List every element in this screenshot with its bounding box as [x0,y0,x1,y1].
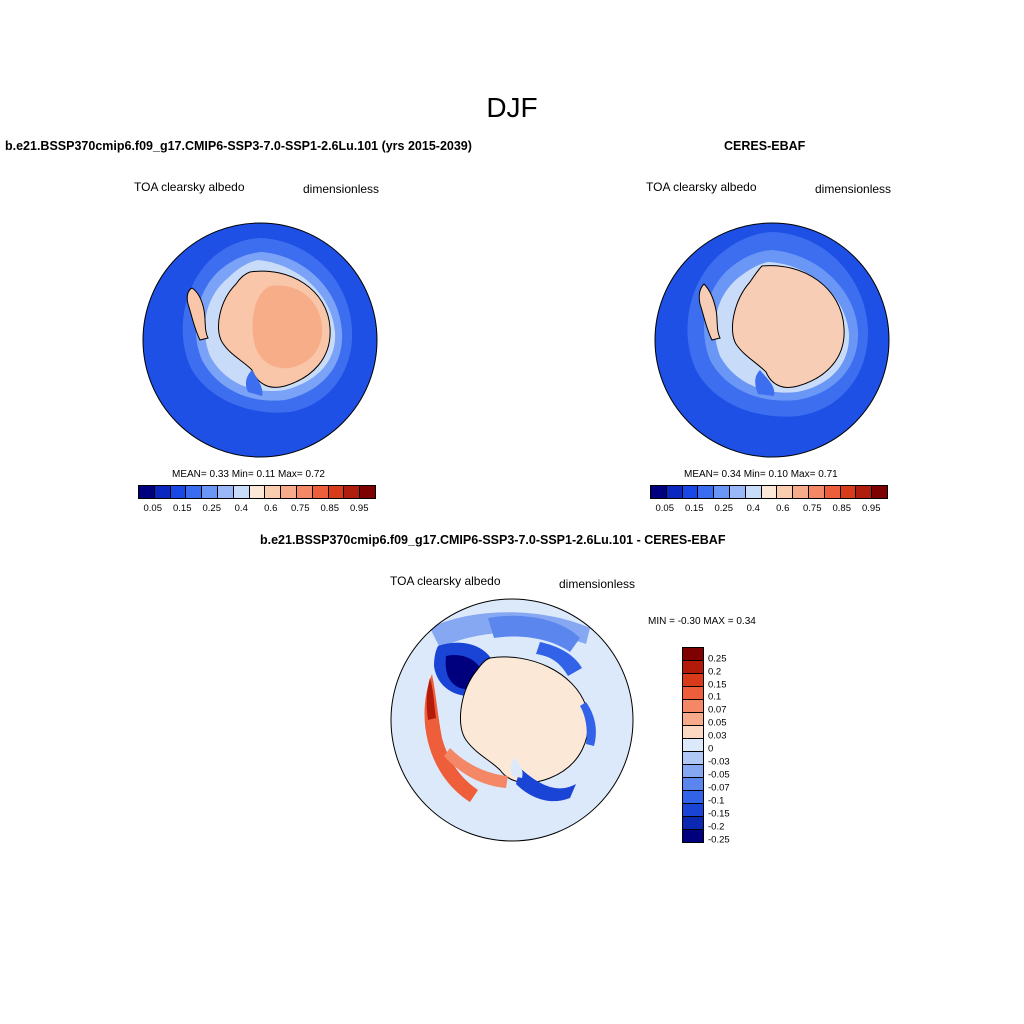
obs-polar-map [654,222,890,458]
diff-colorbar-tick-label: 0.05 [708,717,727,729]
obs-colorbar-swatch [872,486,887,498]
model-colorbar-tick-label: 0.75 [291,503,310,514]
model-colorbar-swatch [186,486,203,498]
diff-colorbar-swatch [683,661,703,674]
diff-polar-map [390,598,634,842]
model-polar-map [142,222,378,458]
diff-colorbar-swatch [683,648,703,661]
obs-colorbar-swatch [840,486,857,498]
diff-colorbar-swatch [683,765,703,778]
model-colorbar-swatch [170,486,187,498]
obs-units-label: dimensionless [815,182,892,196]
diff-colorbar-swatch [683,830,703,842]
diff-colorbar-tick-label: 0.03 [708,730,727,742]
diff-colorbar-swatch [683,700,703,713]
model-colorbar-swatch [217,486,234,498]
obs-colorbar-swatch [651,486,667,498]
obs-colorbar-swatch [793,486,809,498]
obs-colorbar-swatch [777,486,794,498]
obs-colorbar-swatch [698,486,715,498]
obs-colorbar-swatch [761,486,778,498]
diff-colorbar-tick-label: -0.03 [708,756,730,768]
obs-colorbar-swatch [808,486,825,498]
model-colorbar-tick-label: 0.15 [173,503,192,514]
diff-colorbar-tick-label: -0.07 [708,782,730,794]
diff-colorbar-swatch [683,804,703,817]
diff-colorbar-labels: 0.25 0.2 0.15 0.1 0.07 0.05 0.03 0 -0.03 -0.05 -0.… [708,647,748,845]
diff-colorbar-swatch [683,674,703,687]
diff-units-label: dimensionless [559,577,636,591]
diff-colorbar [682,647,704,843]
model-colorbar-tick-label: 0.95 [350,503,369,514]
diff-colorbar-swatch [683,817,703,830]
model-colorbar-swatch [360,486,375,498]
model-colorbar-tick-label: 0.4 [234,503,248,514]
model-colorbar-swatch [296,486,313,498]
obs-colorbar-swatch [729,486,746,498]
model-colorbar-swatch [154,486,171,498]
model-colorbar-swatch [139,486,155,498]
diff-colorbar-swatch [683,713,703,726]
diff-colorbar-tick-label: 0 [708,743,714,755]
model-units-label: dimensionless [303,182,380,196]
model-colorbar-swatch [249,486,266,498]
obs-colorbar-tick-label: 0.85 [832,503,852,514]
obs-colorbar-tick-label: 0.25 [714,503,734,514]
diff-colorbar-tick-label: 0.1 [708,691,722,703]
obs-colorbar-swatch [745,486,762,498]
model-colorbar-swatch [312,486,329,498]
obs-colorbar-tick-label: 0.05 [655,503,675,514]
model-stats: MEAN= 0.33 Min= 0.11 Max= 0.72 [172,469,325,480]
obs-colorbar-swatch [682,486,699,498]
obs-colorbar-tick-label: 0.4 [746,503,760,514]
model-colorbar-tick-label: 0.85 [320,503,340,514]
obs-colorbar-tick-label: 0.95 [862,503,881,514]
diff-stats: MIN = -0.30 MAX = 0.34 [648,616,756,627]
model-colorbar [138,485,376,499]
obs-colorbar-tick-label: 0.15 [685,503,704,514]
diff-colorbar-swatch [683,739,703,752]
obs-stats: MEAN= 0.34 Min= 0.10 Max= 0.71 [684,469,838,480]
diff-colorbar-swatch [683,687,703,700]
model-colorbar-swatch [265,486,282,498]
obs-colorbar-tick-label: 0.75 [803,503,822,514]
obs-panel-title: CERES-EBAF [724,139,806,153]
diff-colorbar-swatch [683,726,703,739]
obs-colorbar-swatch [824,486,841,498]
model-colorbar-tick-label: 0.25 [202,503,222,514]
model-colorbar-swatch [202,486,218,498]
diff-variable-label: TOA clearsky albedo [390,574,501,588]
model-colorbar-labels: 0.05 0.15 0.25 0.4 0.6 0.75 0.85 0.95 [138,503,374,517]
diff-colorbar-tick-label: -0.05 [708,769,730,781]
model-variable-label: TOA clearsky albedo [134,180,245,194]
model-colorbar-tick-label: 0.6 [264,503,278,514]
diff-colorbar-swatch [683,791,703,804]
obs-colorbar-swatch [666,486,683,498]
diff-panel-title: b.e21.BSSP370cmip6.f09_g17.CMIP6-SSP3-7.… [260,533,726,547]
diff-colorbar-tick-label: 0.15 [708,679,727,690]
obs-colorbar-tick-label: 0.6 [776,503,790,514]
diff-colorbar-tick-label: -0.2 [708,821,725,833]
model-colorbar-tick-label: 0.05 [143,503,163,514]
obs-variable-label: TOA clearsky albedo [646,180,757,194]
obs-colorbar-swatch [714,486,730,498]
diff-colorbar-tick-label: 0.25 [708,653,727,665]
obs-colorbar-swatch [856,486,873,498]
model-colorbar-swatch [344,486,361,498]
model-panel-title: b.e21.BSSP370cmip6.f09_g17.CMIP6-SSP3-7.… [5,139,472,153]
obs-colorbar [650,485,888,499]
model-colorbar-swatch [233,486,250,498]
diff-colorbar-swatch [683,752,703,765]
diff-colorbar-swatch [683,778,703,791]
diff-colorbar-tick-label: -0.1 [708,795,725,807]
model-colorbar-swatch [328,486,345,498]
obs-colorbar-labels: 0.05 0.15 0.25 0.4 0.6 0.75 0.85 0.95 [650,503,886,517]
diff-colorbar-tick-label: 0.07 [708,704,727,716]
diff-colorbar-tick-label: -0.25 [708,834,730,846]
page-title: DJF [486,92,538,123]
diff-colorbar-tick-label: -0.15 [708,808,730,820]
model-colorbar-swatch [281,486,297,498]
diff-colorbar-tick-label: 0.2 [708,666,722,678]
